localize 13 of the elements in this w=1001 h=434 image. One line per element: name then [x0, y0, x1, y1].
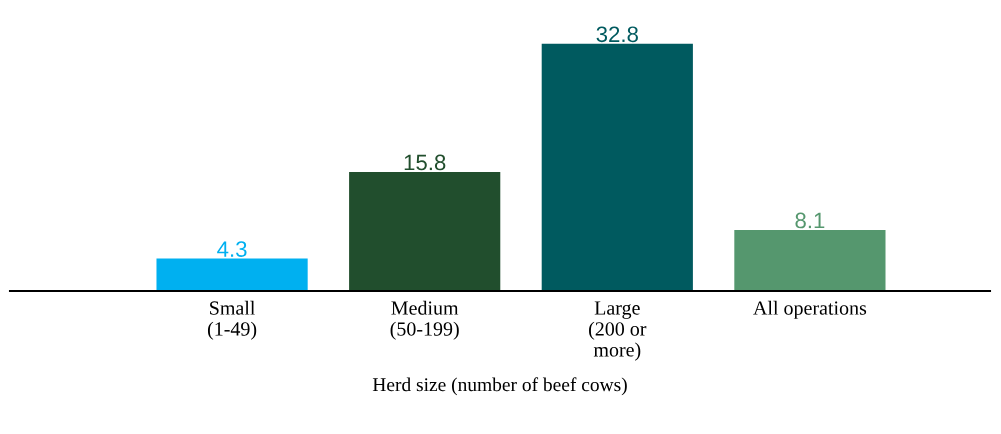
bar [541, 43, 693, 291]
bar [734, 229, 886, 291]
x-axis-title: Herd size (number of beef cows) [372, 377, 627, 396]
data-label: 32.8 [596, 26, 638, 43]
data-label: 8.1 [795, 212, 825, 229]
bar [349, 171, 501, 291]
x-tick-label: All operations [753, 300, 867, 319]
data-label: 15.8 [404, 154, 446, 171]
x-tick-label: Large (200 or more) [589, 301, 647, 361]
data-label: 4.3 [217, 241, 247, 257]
x-tick-label: Medium (50-199) [390, 300, 459, 340]
x-tick-label: Small (1-49) [207, 300, 257, 340]
bar [156, 258, 308, 291]
